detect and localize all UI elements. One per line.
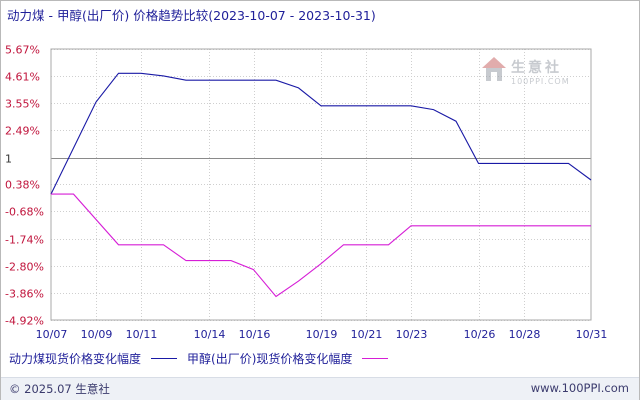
y-tick-label: 5.67% [5, 44, 40, 57]
y-tick-label: 1 [5, 153, 12, 166]
y-tick-label: 2.49% [5, 125, 40, 138]
x-tick-label: 10/14 [194, 328, 226, 341]
plot-border [50, 48, 592, 321]
chart-legend: 动力煤现货价格变化幅度 甲醇(出厂价)现货价格变化幅度 [9, 350, 398, 367]
y-tick-label: 0.38% [5, 179, 40, 192]
logo-url: 100PPI.COM [511, 77, 570, 86]
label-layer: 5.67% 4.61% 3.55% 2.49% 1 0.38% -0.68% -1.74% -2… [5, 44, 607, 342]
title-separator: - [44, 8, 57, 23]
x-tick-label: 10/23 [396, 328, 428, 341]
house-logo-icon [482, 57, 506, 81]
watermark-logo: 生意社 100PPI.COM [481, 55, 581, 91]
x-tick-label: 10/31 [576, 328, 608, 341]
x-tick-label: 10/16 [239, 328, 271, 341]
x-tick-label: 10/21 [351, 328, 383, 341]
legend-swatch-series2 [362, 358, 389, 359]
title-suffix: 价格趋势比较 [129, 8, 209, 23]
y-tick-label: -2.80% [5, 261, 44, 274]
y-tick-label: 4.61% [5, 71, 40, 84]
x-tick-label: 10/07 [36, 328, 68, 341]
footer-bar: © 2025.07 生意社 www.100PPI.com [1, 377, 639, 400]
y-tick-label: -0.68% [5, 206, 44, 219]
y-tick-label: -3.86% [5, 288, 44, 301]
chart-title: 动力煤 - 甲醇(出厂价) 价格趋势比较(2023-10-07 - 2023-1… [7, 5, 376, 24]
x-tick-label: 10/26 [464, 328, 496, 341]
x-tick-label: 10/19 [306, 328, 338, 341]
y-tick-label: -1.74% [5, 234, 44, 247]
x-tick-label: 10/11 [126, 328, 158, 341]
title-product-2: 甲醇(出厂价) [56, 8, 130, 23]
y-tick-label: 3.55% [5, 98, 40, 111]
legend-label-series1: 动力煤现货价格变化幅度 [9, 352, 142, 366]
legend-label-series2: 甲醇(出厂价)现货价格变化幅度 [187, 352, 353, 366]
logo-name: 生意社 [511, 60, 562, 76]
series-line-1 [50, 72, 592, 195]
legend-swatch-series1 [151, 358, 178, 359]
series-line-2 [51, 193, 591, 298]
title-product-1: 动力煤 [7, 8, 45, 23]
series-layer [50, 72, 592, 298]
title-date-range: (2023-10-07 - 2023-10-31) [208, 8, 376, 23]
x-tick-label: 10/28 [509, 328, 541, 341]
y-tick-label: -4.92% [5, 315, 44, 328]
copyright-text: © 2025.07 生意社 [9, 382, 110, 396]
website-link[interactable]: www.100PPI.com [530, 381, 629, 395]
x-tick-label: 10/09 [81, 328, 113, 341]
axis-layer [50, 48, 592, 321]
